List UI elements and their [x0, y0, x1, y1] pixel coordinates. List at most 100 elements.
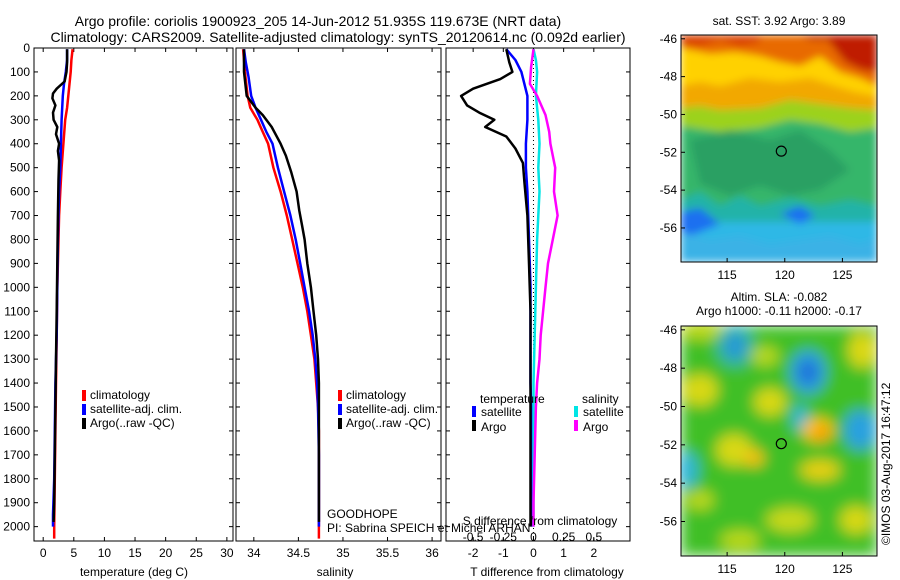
- map-ytick-label: -56: [660, 515, 678, 529]
- salinity-frame: [235, 47, 442, 542]
- sla-map-axes: -46 -48 -50 -52 -54 -56 115 120 125: [660, 323, 878, 576]
- salinity-xtick-label: 36: [425, 546, 439, 560]
- map-xtick-label: 115: [718, 268, 737, 282]
- map-ytick-label: -46: [660, 323, 678, 337]
- s-difference-tick-label: 0.5: [585, 530, 602, 544]
- legend-label: Argo: [481, 420, 507, 434]
- figure-title-line2: Climatology: CARS2009. Satellite-adjuste…: [50, 29, 625, 45]
- legend-salinity-header: salinity: [582, 392, 619, 406]
- depth-tick-label: 1800: [3, 472, 30, 486]
- salinity-xtick-label: 35: [336, 546, 350, 560]
- depth-tick-label: 1100: [4, 304, 30, 318]
- copyright-stamp: ©IMOS 03-Aug-2017 16:47:12: [879, 382, 893, 545]
- argo-position-marker: [775, 145, 787, 157]
- depth-tick-label: 500: [10, 161, 30, 175]
- depth-tick-label: 600: [10, 185, 30, 199]
- depth-tick-label: 400: [10, 137, 30, 151]
- legend-temperature-header: temperature: [480, 392, 545, 406]
- temperature-frame: [33, 47, 234, 542]
- pi-annotation: PI: Sabrina SPEICH et Michel ARHAN: [327, 521, 530, 535]
- map-frame: [680, 34, 878, 263]
- s-difference-tick-label: -0.25: [490, 530, 518, 544]
- legend-label: Argo(..raw -QC): [90, 416, 175, 430]
- temperature-xtick-label: 5: [70, 546, 77, 560]
- temperature-xtick-label: 10: [98, 546, 112, 560]
- depth-tick-label: 1500: [3, 400, 30, 414]
- series-salinity-satellite: [532, 48, 541, 527]
- map-ytick-label: -54: [660, 183, 678, 197]
- legend-label: satellite: [583, 405, 624, 419]
- legend-swatch: [472, 406, 476, 417]
- temperature-xtick-label: 0: [40, 546, 47, 560]
- depth-tick-label: 0: [23, 41, 30, 55]
- temperature-xtick-label: 30: [220, 546, 234, 560]
- sla-map-title-line1: Altim. SLA: -0.082: [731, 290, 828, 304]
- map-xtick-label: 120: [775, 562, 795, 576]
- temperature-xtick-label: 15: [128, 546, 142, 560]
- depth-tick-label: 1400: [3, 376, 30, 390]
- difference-panel: -2-1012-0.5-0.2500.250.5temperaturesatel…: [445, 47, 631, 560]
- depth-tick-label: 1600: [3, 424, 30, 438]
- depth-tick-label: 200: [10, 89, 30, 103]
- difference-xtick-label: -1: [498, 546, 509, 560]
- series-salinity-argo: [528, 49, 559, 527]
- map-ytick-label: -46: [660, 32, 678, 46]
- legend-swatch: [574, 420, 578, 431]
- depth-tick-label: 1300: [3, 352, 30, 366]
- map-ytick-label: -48: [660, 70, 678, 84]
- legend-label: climatology: [346, 388, 406, 402]
- difference-xtick-label: 0: [530, 546, 537, 560]
- series-satellite-adj-clim-: [242, 49, 321, 527]
- temperature-panel: 0100200300400500600700800900100011001200…: [3, 41, 234, 560]
- s-difference-tick-label: -0.5: [463, 530, 484, 544]
- s-difference-tick-label: 0.25: [552, 530, 576, 544]
- legend-swatch: [82, 418, 86, 429]
- map-ytick-label: -48: [660, 361, 678, 375]
- figure-title-line1: Argo profile: coriolis 1900923_205 14-Ju…: [75, 13, 561, 29]
- temperature-xtick-label: 20: [159, 546, 173, 560]
- sla-map-title-line2: Argo h1000: -0.11 h2000: -0.17: [696, 304, 862, 318]
- map-ytick-label: -52: [660, 145, 678, 159]
- map-ytick-label: -54: [660, 476, 678, 490]
- difference-xtick-label: 1: [560, 546, 567, 560]
- project-annotation: GOODHOPE: [327, 507, 398, 521]
- legend-swatch: [82, 390, 86, 401]
- legend-label: satellite: [481, 405, 522, 419]
- depth-tick-label: 100: [10, 65, 30, 79]
- salinity-xtick-label: 35.5: [376, 546, 400, 560]
- series-argo-raw-qc-: [51, 49, 69, 522]
- sst-heatmap: [681, 35, 877, 262]
- salinity-xtick-label: 34.5: [287, 546, 311, 560]
- legend-swatch: [82, 404, 86, 415]
- map-xtick-label: 120: [775, 268, 795, 282]
- map-ytick-label: -52: [660, 438, 678, 452]
- map-ytick-label: -56: [660, 221, 678, 235]
- map-ytick-label: -50: [660, 107, 678, 121]
- map-ytick-label: -50: [660, 400, 678, 414]
- sst-map-title: sat. SST: 3.92 Argo: 3.89: [713, 14, 846, 28]
- depth-tick-label: 1900: [3, 496, 30, 510]
- sla-heatmap: [681, 326, 877, 556]
- salinity-panel: 34 34.5 35 35.5 36 climatologysatellite-adj. …: [235, 47, 442, 560]
- legend-label: Argo: [583, 420, 609, 434]
- temperature-xlabel: temperature (deg C): [80, 565, 188, 579]
- legend-swatch: [338, 390, 342, 401]
- sst-map-axes: -46 -48 -50 -52 -54 -56 115 120 125: [660, 32, 878, 282]
- salinity-xlabel: salinity: [317, 565, 354, 579]
- depth-tick-label: 1000: [3, 280, 30, 294]
- map-xtick-label: 125: [832, 562, 852, 576]
- legend-label: satellite-adj. clim.: [346, 402, 438, 416]
- t-difference-xlabel: T difference from climatology: [470, 565, 624, 579]
- series-argo-raw-qc-: [242, 49, 321, 522]
- depth-tick-label: 900: [10, 256, 30, 270]
- argo-position-marker: [775, 438, 787, 450]
- map-xtick-label: 115: [718, 562, 737, 576]
- depth-tick-label: 1200: [3, 328, 30, 342]
- legend-swatch: [338, 404, 342, 415]
- legend-label: Argo(..raw -QC): [346, 416, 431, 430]
- legend-swatch: [574, 406, 578, 417]
- s-difference-xlabel: S difference from climatology: [463, 514, 618, 528]
- difference-xtick-label: -2: [468, 546, 479, 560]
- depth-tick-label: 700: [10, 209, 30, 223]
